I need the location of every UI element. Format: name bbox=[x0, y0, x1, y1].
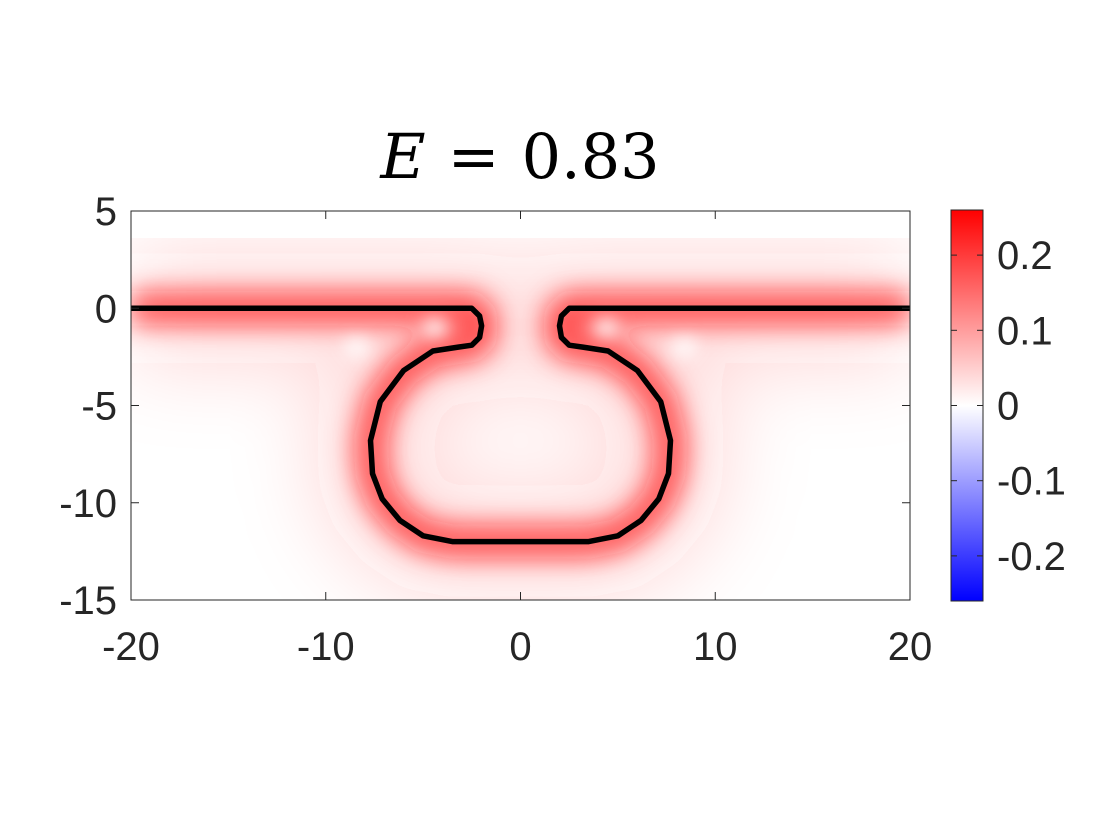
x-axis: -20 -10 0 10 20 bbox=[102, 211, 932, 669]
field-node-2 bbox=[343, 338, 370, 357]
field-node-3 bbox=[593, 318, 620, 337]
y-tick-label: -5 bbox=[81, 385, 117, 429]
colorbar-tick-label: 0.2 bbox=[997, 234, 1053, 278]
field-node-4 bbox=[671, 338, 698, 357]
x-tick-label: 10 bbox=[693, 625, 738, 669]
colorbar-ticks: 0.2 0.1 0 -0.1 -0.2 bbox=[951, 234, 1066, 579]
colorbar: 0.2 0.1 0 -0.1 -0.2 bbox=[950, 209, 1066, 602]
chart-title: E = 0.83 bbox=[379, 120, 659, 193]
x-tick-label: -10 bbox=[297, 625, 355, 669]
x-tick-label: 0 bbox=[509, 625, 531, 669]
title-variable: E bbox=[379, 120, 425, 193]
title-operator: = bbox=[448, 120, 500, 193]
y-tick-label: 5 bbox=[95, 190, 117, 234]
boundary-curve bbox=[131, 305, 910, 545]
plot-area: -20 -10 0 10 20 5 0 -5 -10 -15 bbox=[59, 190, 932, 669]
colorbar-tick-label: -0.1 bbox=[997, 460, 1066, 504]
field-layer bbox=[131, 253, 910, 597]
x-tick-label: 20 bbox=[888, 625, 933, 669]
y-axis: 5 0 -5 -10 -15 bbox=[59, 190, 910, 623]
colorbar-tick-label: 0 bbox=[997, 385, 1019, 429]
field-nodes bbox=[343, 318, 698, 357]
y-tick-label: -15 bbox=[59, 579, 117, 623]
colorbar-tick-label: -0.2 bbox=[997, 535, 1066, 579]
colorbar-tick-label: 0.1 bbox=[997, 309, 1053, 353]
field-node-1 bbox=[421, 318, 448, 337]
y-tick-label: 0 bbox=[95, 287, 117, 331]
y-tick-label: -10 bbox=[59, 482, 117, 526]
x-tick-label: -20 bbox=[102, 625, 160, 669]
title-value: 0.83 bbox=[522, 120, 660, 193]
